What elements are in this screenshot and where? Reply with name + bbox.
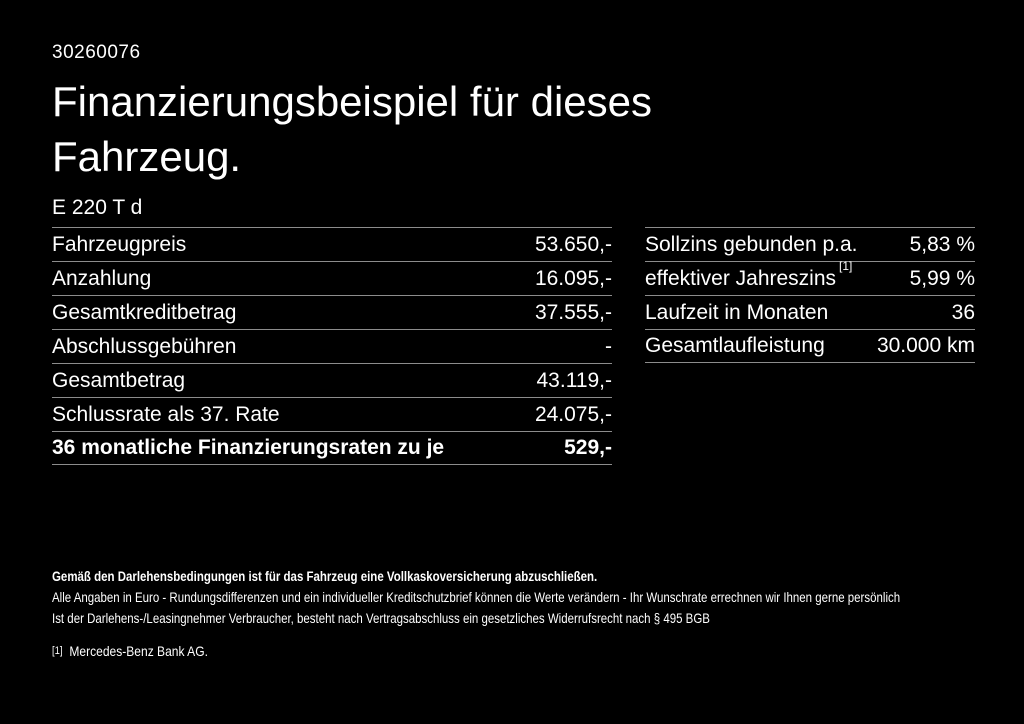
row-value: 36 [951, 300, 975, 324]
row-value: 24.075,- [534, 402, 612, 426]
row-label: Gesamtbetrag [52, 368, 186, 392]
vehicle-id: 30260076 [52, 42, 141, 63]
row-value: 43.119,- [536, 368, 613, 392]
row-label: Laufzeit in Monaten [645, 300, 829, 324]
footnote-marker: [1] [52, 645, 63, 657]
legal-footer: Gemäß den Darlehensbedingungen ist für d… [52, 566, 1012, 663]
table-row-monthly-rate: 36 monatliche Finanzierungsraten zu je 5… [52, 431, 612, 465]
footnote-bank: [1] Mercedes-Benz Bank AG. [52, 641, 878, 663]
finance-tables: Fahrzeugpreis 53.650,- Anzahlung 16.095,… [52, 227, 975, 465]
footnote-ref: [1] [839, 258, 853, 273]
row-label: Gesamtkreditbetrag [52, 300, 237, 324]
row-label: effektiver Jahreszins[1] [645, 258, 853, 290]
table-row: Anzahlung 16.095,- [52, 261, 612, 295]
footnote-text: Mercedes-Benz Bank AG. [69, 643, 208, 659]
page-title: Finanzierungsbeispiel für dieses Fahrzeug… [52, 74, 652, 184]
table-row: Schlussrate als 37. Rate 24.075,- [52, 397, 612, 431]
page-title-line1: Finanzierungsbeispiel für dieses [52, 78, 652, 125]
disclaimer-line-1: Alle Angaben in Euro - Rundungsdifferenz… [52, 589, 901, 605]
table-row: Gesamtbetrag 43.119,- [52, 363, 612, 397]
row-value: 37.555,- [534, 300, 612, 324]
row-value: 30.000 km [876, 334, 975, 357]
table-row: Abschlussgebühren - [52, 329, 612, 363]
row-value: 5,99 % [909, 266, 975, 290]
table-row: effektiver Jahreszins[1] 5,99 % [645, 258, 975, 295]
row-value: 53.650,- [534, 232, 612, 256]
row-label: Fahrzeugpreis [52, 232, 187, 256]
row-label: Abschlussgebühren [52, 334, 237, 358]
disclaimer-line-2: Ist der Darlehens-/Leasingnehmer Verbrau… [52, 610, 710, 626]
table-row: Sollzins gebunden p.a. 5,83 % [645, 227, 975, 261]
table-row: Fahrzeugpreis 53.650,- [52, 227, 612, 261]
row-label: Anzahlung [52, 266, 152, 290]
row-label: Gesamtlaufleistung [645, 334, 825, 357]
table-row: Laufzeit in Monaten 36 [645, 295, 975, 329]
table-row: Gesamtkreditbetrag 37.555,- [52, 295, 612, 329]
row-label: Schlussrate als 37. Rate [52, 402, 280, 426]
row-label: Sollzins gebunden p.a. [645, 232, 858, 256]
row-value: - [605, 334, 612, 358]
page-title-line2: Fahrzeug. [52, 133, 242, 180]
conditions-table: Sollzins gebunden p.a. 5,83 % effektiver… [645, 227, 975, 363]
row-label: 36 monatliche Finanzierungsraten zu je [52, 436, 445, 459]
vehicle-model: E 220 T d [52, 196, 143, 219]
row-value: 16.095,- [534, 266, 612, 290]
row-value: 5,83 % [909, 232, 975, 256]
row-value: 529,- [564, 436, 612, 459]
table-row: Gesamtlaufleistung 30.000 km [645, 329, 975, 363]
finance-table: Fahrzeugpreis 53.650,- Anzahlung 16.095,… [52, 227, 612, 465]
insurance-requirement-note: Gemäß den Darlehensbedingungen ist für d… [52, 568, 598, 584]
